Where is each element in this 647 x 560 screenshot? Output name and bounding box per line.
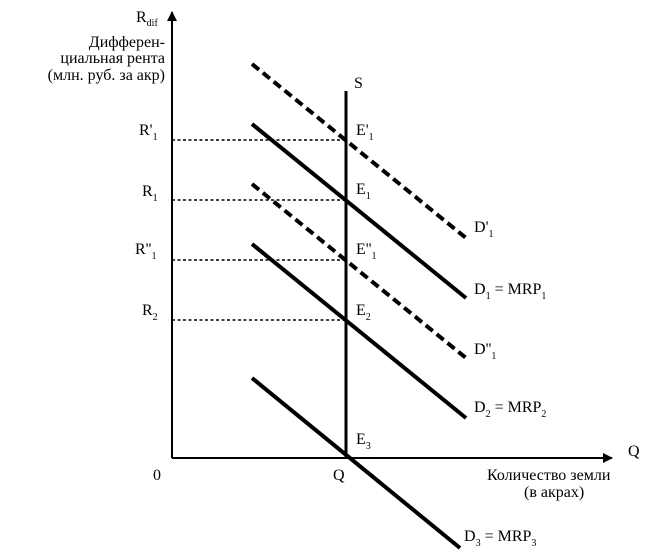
equilibrium-label-e2: E2 (356, 302, 371, 323)
x-axis-title-line-2: (в акрах) (524, 484, 584, 501)
origin-label: 0 (153, 467, 161, 484)
rent-label-r1-double: R''1 (135, 241, 156, 262)
y-axis-title-line-3: (млн. руб. за акр) (48, 67, 165, 84)
demand-curve-d3 (250, 376, 462, 550)
rent-label-r1: R1 (142, 183, 158, 204)
equilibrium-label-e3: E3 (356, 431, 371, 452)
supply-label: S (354, 75, 363, 92)
y-axis-title-line-1: Дифферен- (89, 34, 165, 51)
demand-label-d1: D1 = MRP1 (474, 281, 546, 302)
demand-curve-d1-double (250, 182, 468, 360)
q-tick-label: Q (333, 467, 345, 484)
equilibrium-label-e1-prime: E'1 (356, 122, 374, 143)
y-axis-symbol: Rdif (136, 9, 158, 29)
x-axis-title-line-1: Количество земли (487, 467, 611, 484)
demand-label-d3: D3 = MRP3 (464, 528, 536, 549)
demand-label-d2: D2 = MRP2 (474, 399, 546, 420)
demand-label-d1-prime: D'1 (474, 219, 493, 240)
demand-curve-d1 (250, 122, 468, 300)
equilibrium-label-e1: E1 (356, 181, 371, 202)
rent-label-r2: R2 (142, 302, 158, 323)
equilibrium-label-e1-double: E''1 (356, 241, 377, 262)
x-axis-symbol: Q (628, 443, 640, 460)
rent-label-r1-prime: R'1 (139, 122, 158, 143)
y-axis-title-line-2: циальная рента (60, 50, 165, 67)
demand-curve-d1-prime (250, 62, 468, 240)
demand-curve-d2 (250, 242, 468, 420)
demand-label-d1-double: D''1 (474, 341, 496, 362)
